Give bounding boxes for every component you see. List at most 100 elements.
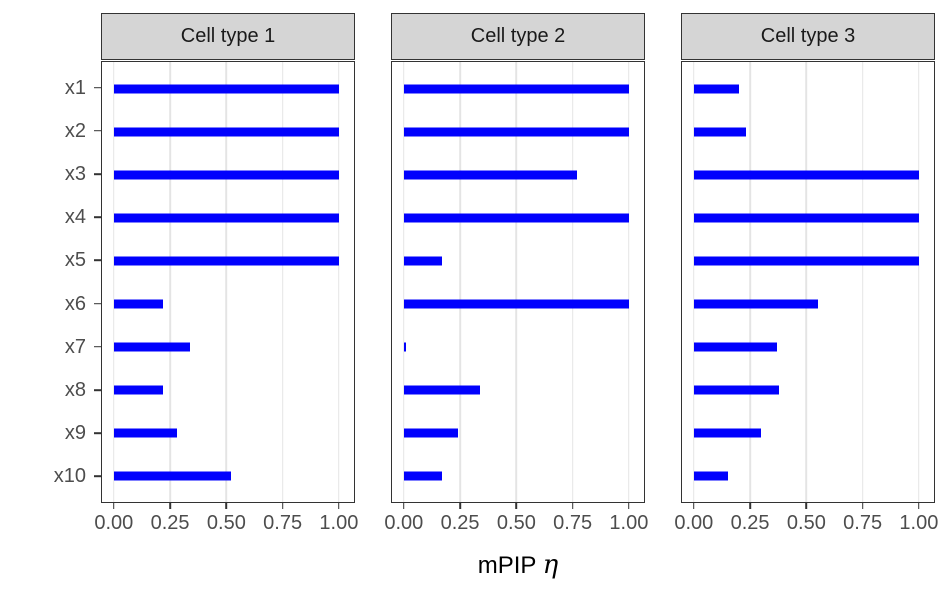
x-tick-label-1.00: 1.00 (609, 512, 649, 534)
x-tick-0.75 (281, 502, 284, 509)
bar-row-x7 (102, 325, 354, 368)
x-tick-label-0.00: 0.00 (94, 512, 134, 534)
bar-row-x5 (682, 239, 934, 282)
x-tick-0.50 (225, 502, 228, 509)
bar-facet1-x7 (113, 342, 191, 351)
x-tick-0.00 (403, 502, 405, 509)
gridline-1 (918, 62, 920, 502)
bar-facet3-x1 (693, 84, 739, 93)
x-tick-0.00 (693, 502, 695, 509)
bar-row-x5 (392, 239, 644, 282)
bar-row-x3 (392, 153, 644, 196)
bar-row-x8 (102, 368, 354, 411)
bar-facet1-x6 (113, 299, 164, 308)
y-tick-x4 (94, 216, 101, 218)
bar-row-x6 (102, 282, 354, 325)
bar-facet3-x6 (693, 299, 818, 308)
gridline-0.5 (515, 62, 518, 502)
bar-facet1-x3 (113, 170, 339, 179)
bar-facet3-x3 (693, 170, 919, 179)
bar-facet1-x8 (113, 385, 164, 394)
bar-facet3-x10 (693, 471, 728, 480)
bar-facet1-x5 (113, 256, 339, 265)
bar-row-x10 (682, 454, 934, 497)
bar-row-x1 (392, 67, 644, 110)
gridline-1 (338, 62, 340, 502)
bar-row-x10 (392, 454, 644, 497)
y-tick-x2 (94, 130, 101, 132)
y-tick-x1 (94, 86, 101, 89)
x-tick-0.25 (459, 502, 461, 509)
bar-rows (392, 62, 644, 502)
y-axis-label-x3: x3 (64, 163, 86, 185)
gridline-0.25 (749, 62, 751, 502)
y-tick-x5 (94, 259, 101, 262)
facet-panel-2: 0.00 0.25 0.50 0.75 1.00 (384, 61, 648, 534)
bar-facet3-x4 (693, 213, 919, 222)
gridline-0.75 (281, 62, 284, 502)
bar-row-x2 (392, 110, 644, 153)
gridline-0.5 (805, 62, 808, 502)
y-axis-label-x7: x7 (64, 335, 86, 358)
bar-row-x4 (682, 196, 934, 239)
y-axis-label-x2: x2 (64, 119, 86, 142)
x-tick-0.50 (805, 502, 808, 509)
x-tick-label-1.00: 1.00 (899, 512, 939, 534)
x-tick-label-0.75: 0.75 (263, 512, 303, 534)
x-tick-label-0.00: 0.00 (674, 512, 714, 534)
bar-row-x1 (102, 67, 354, 110)
y-axis-row-x4: x4 (0, 196, 101, 239)
x-tick-label-0.25: 0.25 (150, 512, 190, 534)
bar-row-x2 (102, 110, 354, 153)
x-tick-0.75 (571, 502, 574, 509)
x-tick-label-0.00: 0.00 (384, 512, 424, 534)
bar-row-x8 (392, 368, 644, 411)
bar-row-x2 (682, 110, 934, 153)
y-axis-row-x2: x2 (0, 109, 101, 152)
bar-row-x4 (392, 196, 644, 239)
bar-facet3-x8 (693, 385, 780, 394)
bar-row-x6 (682, 282, 934, 325)
bar-facet2-x1 (403, 84, 629, 93)
y-axis-row-x10: x10 (0, 455, 101, 498)
bar-row-x10 (102, 454, 354, 497)
x-tick-0.00 (113, 502, 115, 509)
gridline-0 (693, 62, 695, 502)
facet-strips: Cell type 1 Cell type 2 Cell type 3 (101, 13, 935, 60)
bar-facet2-x10 (403, 471, 443, 480)
bar-facet3-x9 (693, 428, 762, 437)
bar-row-x5 (102, 239, 354, 282)
gridline-1 (628, 62, 630, 502)
y-tick-x6 (94, 302, 101, 305)
y-axis-label-x4: x4 (64, 206, 86, 229)
y-axis-label-x10: x10 (53, 465, 86, 488)
bar-facet1-x1 (113, 84, 339, 93)
x-tick-0.50 (515, 502, 518, 509)
bar-rows (682, 62, 934, 502)
y-tick-x7 (94, 346, 101, 348)
x-tick-label-0.25: 0.25 (440, 512, 480, 534)
y-axis-label-x9: x9 (64, 422, 86, 445)
x-tick-label-0.50: 0.50 (496, 512, 536, 534)
bar-row-x4 (102, 196, 354, 239)
y-tick-x9 (94, 432, 101, 435)
gridline-0.75 (571, 62, 574, 502)
y-axis-row-x1: x1 (0, 66, 101, 109)
bar-facet3-x5 (693, 256, 919, 265)
bar-row-x8 (682, 368, 934, 411)
y-axis-row-x5: x5 (0, 239, 101, 282)
y-axis-row-x7: x7 (0, 325, 101, 368)
facet-strip-1: Cell type 1 (101, 13, 355, 60)
x-axis-title-eta-symbol: η (542, 550, 559, 580)
bar-facet1-x4 (113, 213, 339, 222)
bar-facet2-x3 (403, 170, 578, 179)
facet-strip-2: Cell type 2 (391, 13, 645, 60)
bar-facet3-x7 (693, 342, 778, 351)
bar-rows (102, 62, 354, 502)
bar-facet2-x9 (403, 428, 458, 437)
bar-row-x7 (682, 325, 934, 368)
x-tick-label-0.75: 0.75 (843, 512, 883, 534)
x-tick-1.00 (338, 502, 340, 509)
bar-row-x1 (682, 67, 934, 110)
